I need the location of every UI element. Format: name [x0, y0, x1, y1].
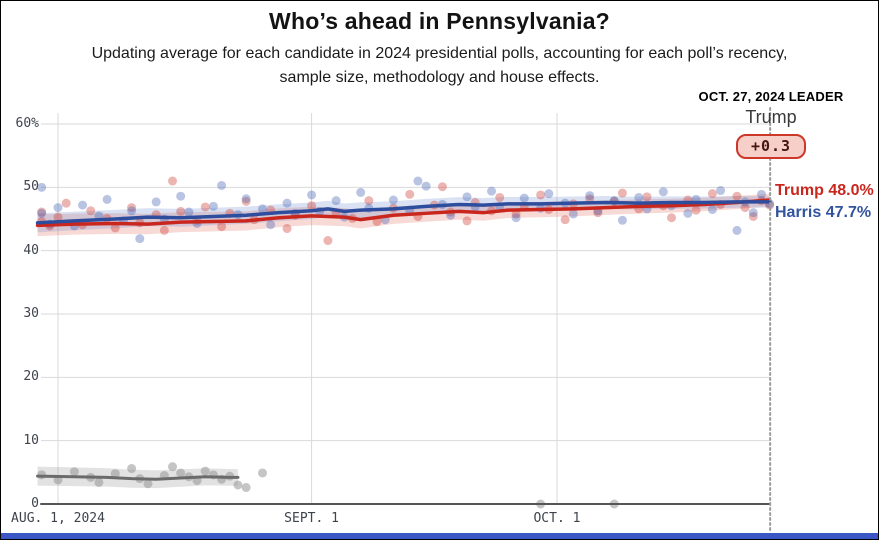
leader-date-label: OCT. 27, 2024 LEADER — [698, 89, 844, 104]
harris-line-end-label: Harris 47.7% — [775, 204, 872, 221]
y-tick-label: 50 — [23, 179, 39, 195]
y-tick-label: 60% — [15, 116, 39, 132]
y-tick-label: 40 — [23, 242, 39, 258]
x-tick-label: AUG. 1, 2024 — [11, 511, 105, 526]
y-tick-label: 10 — [23, 432, 39, 448]
trump-line-end-label: Trump 48.0% — [775, 182, 874, 199]
leader-margin-badge: +0.3 — [735, 134, 807, 159]
footer-accent-bar — [1, 533, 878, 539]
x-tick-label: SEPT. 1 — [284, 511, 339, 526]
leader-callout: OCT. 27, 2024 LEADER Trump +0.3 — [651, 89, 878, 159]
y-tick-label: 30 — [23, 306, 39, 321]
y-tick-label: 0 — [31, 496, 39, 511]
leader-name: Trump — [745, 107, 797, 127]
y-tick-label: 20 — [23, 369, 39, 385]
x-tick-label: OCT. 1 — [533, 511, 581, 526]
